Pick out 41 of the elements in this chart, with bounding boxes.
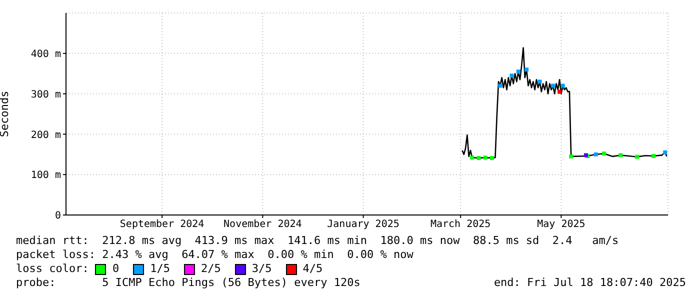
- y-axis-title: Seconds: [0, 90, 11, 138]
- point: [483, 156, 488, 160]
- x-tick-label: May 2025: [537, 219, 586, 230]
- point: [618, 153, 623, 158]
- point: [516, 70, 520, 74]
- legend-label: 3/5: [252, 262, 272, 276]
- legend-label: 0: [112, 262, 120, 276]
- point: [558, 90, 562, 94]
- legend-label: 4/5: [302, 262, 323, 276]
- point: [569, 154, 574, 158]
- y-tick-label: 0: [54, 210, 61, 222]
- point: [476, 156, 481, 160]
- point: [470, 156, 474, 160]
- y-tick-label: 200 m: [30, 130, 61, 141]
- point: [524, 68, 529, 72]
- legend-label: 2/5: [200, 262, 221, 276]
- line-series: [462, 47, 668, 159]
- point: [560, 84, 565, 88]
- point: [550, 84, 555, 88]
- point: [490, 156, 494, 160]
- text: packet loss: 2.43 % avg 64.07 % max 0.00 % min 0.00 % now: [16, 248, 414, 262]
- text: end: Fri Jul 18 18:07:40 2025: [494, 276, 686, 290]
- legend-title: loss color:: [16, 262, 90, 276]
- x-tick-label: November 2024: [224, 219, 302, 230]
- point: [510, 74, 514, 78]
- point: [594, 152, 598, 156]
- x-tick-label: September 2024: [120, 219, 204, 230]
- text: probe: 5 ICMP Echo Pings (56 Bytes) every 120s: [16, 276, 360, 290]
- point: [635, 154, 640, 159]
- x-tick-label: March 2025: [430, 219, 491, 230]
- text: median rtt: 212.8 ms avg 413.9 ms max 141.6 ms min 180.0 ms now 88.5 ms sd 2.4 am/s: [16, 234, 620, 248]
- legend-label: 1/5: [150, 262, 170, 276]
- point: [663, 150, 668, 154]
- point: [602, 152, 606, 156]
- point: [498, 84, 502, 88]
- y-tick-label: 400 m: [30, 48, 61, 60]
- point: [652, 154, 656, 158]
- y-tick-label: 300 m: [30, 89, 61, 100]
- point: [538, 80, 542, 84]
- x-tick-label: January 2025: [327, 219, 400, 230]
- y-tick-label: 100 m: [30, 170, 61, 182]
